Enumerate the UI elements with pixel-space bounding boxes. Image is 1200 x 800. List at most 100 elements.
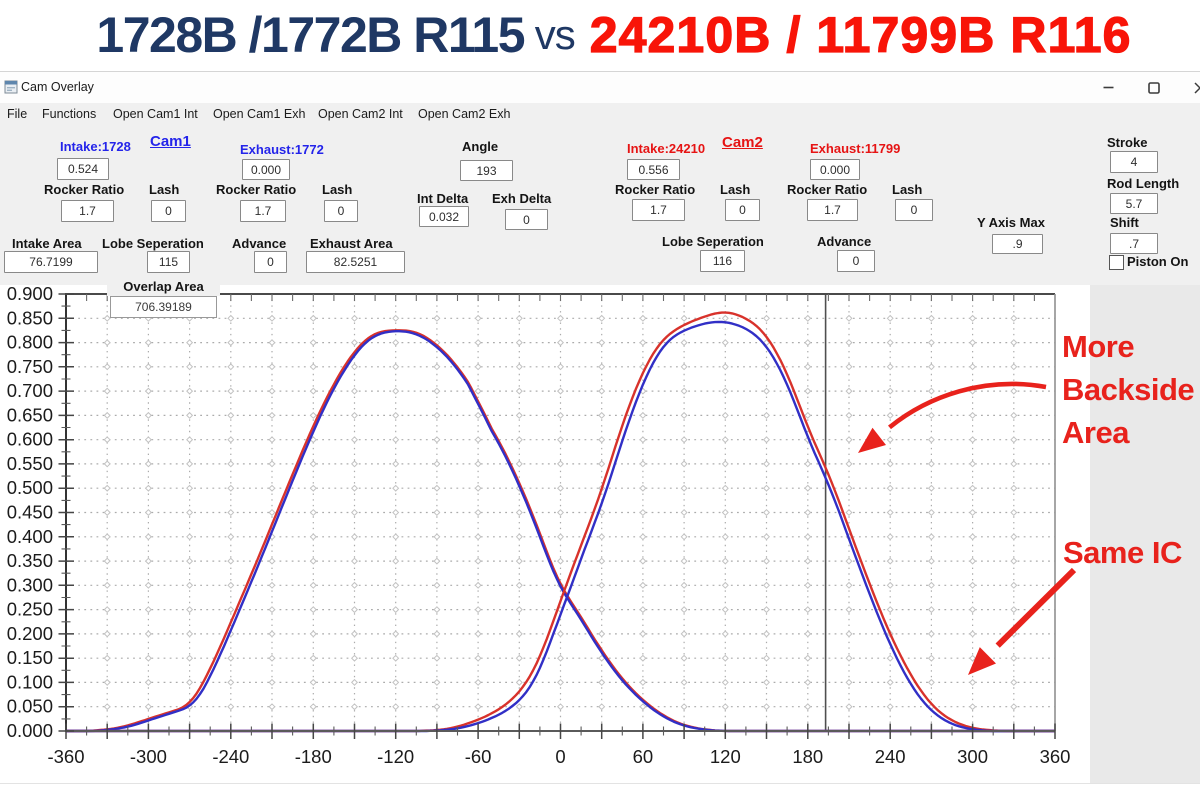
annotation-arrows <box>858 381 1077 675</box>
title-separator: vs <box>534 11 576 58</box>
label-lash-1: Lash <box>149 182 180 197</box>
y-tick-label: 0.500 <box>7 477 53 498</box>
x-tick-label: 60 <box>633 746 654 767</box>
field-cam1-exhaust-rocker[interactable]: 1.7 <box>240 200 286 222</box>
field-int-delta[interactable]: 0.032 <box>419 206 469 227</box>
label-exhaust-area: Exhaust Area <box>310 236 393 251</box>
field-cam1-exhaust-lash[interactable]: 0 <box>324 200 358 222</box>
same-ic-arrow-head <box>968 647 996 675</box>
field-advance-1[interactable]: 0 <box>254 251 287 273</box>
y-tick-label: 0.000 <box>7 720 53 741</box>
y-tick-label: 0.850 <box>7 307 53 328</box>
label-lobe-separation-2: Lobe Seperation <box>662 234 764 249</box>
field-cam2-intake-rocker[interactable]: 1.7 <box>632 199 685 221</box>
page-title: 1728B /1772B R115 vs 24210B / 11799B R11… <box>0 0 1200 70</box>
field-y-axis-max[interactable]: .9 <box>992 234 1043 254</box>
menu-item-open-cam1-int[interactable]: Open Cam1 Int <box>113 107 198 121</box>
annotation-line: More <box>1062 329 1135 364</box>
y-tick-label: 0.250 <box>7 599 53 620</box>
menu-item-open-cam2-int[interactable]: Open Cam2 Int <box>318 107 403 121</box>
y-tick-label: 0.150 <box>7 647 53 668</box>
x-tick-label: -120 <box>377 746 414 767</box>
y-tick-label: 0.550 <box>7 453 53 474</box>
field-cam1-intake-lift[interactable]: 0.524 <box>57 158 109 180</box>
field-lobe-separation-2[interactable]: 116 <box>700 250 745 272</box>
right-gray-panel <box>1090 285 1200 783</box>
field-cam1-exhaust-lift[interactable]: 0.000 <box>242 159 290 180</box>
label-advance-2: Advance <box>817 234 872 249</box>
field-advance-2[interactable]: 0 <box>837 250 875 272</box>
y-tick-label: 0.450 <box>7 502 53 523</box>
annotation-more-backside-area: More Backside Area <box>1062 325 1195 454</box>
y-tick-label: 0.350 <box>7 550 53 571</box>
minimize-button[interactable] <box>1091 72 1125 103</box>
field-stroke[interactable]: 4 <box>1110 151 1158 173</box>
maximize-button[interactable] <box>1137 72 1171 103</box>
annotation-line: Backside <box>1062 372 1195 407</box>
same-ic-arrow-line <box>995 567 1077 648</box>
annotation-line: Area <box>1062 415 1129 450</box>
field-angle[interactable]: 193 <box>460 160 513 181</box>
y-tick-label: 0.050 <box>7 696 53 717</box>
label-cam2-exhaust: Exhaust:11799 <box>810 141 901 156</box>
field-cam1-intake-rocker[interactable]: 1.7 <box>61 200 114 222</box>
label-angle: Angle <box>462 139 499 154</box>
window-titlebar: Cam Overlay <box>0 72 1200 103</box>
path-shape <box>1194 81 1200 94</box>
link-cam2[interactable]: Cam2 <box>722 134 763 151</box>
field-cam2-exhaust-rocker[interactable]: 1.7 <box>807 199 858 221</box>
field-cam2-exhaust-lash[interactable]: 0 <box>895 199 933 221</box>
label-exh-delta: Exh Delta <box>492 191 552 206</box>
label-rod-length: Rod Length <box>1107 176 1180 191</box>
label-lash-4: Lash <box>892 182 923 197</box>
overlap-area-label: Overlap Area <box>107 277 220 296</box>
y-tick-label: 0.100 <box>7 671 53 692</box>
menu-item-open-cam1-exh[interactable]: Open Cam1 Exh <box>213 107 306 121</box>
window-title: Cam Overlay <box>21 80 94 94</box>
y-tick-label: 0.750 <box>7 356 53 377</box>
field-lobe-separation-1[interactable]: 115 <box>147 251 190 273</box>
rect-shape <box>7 87 15 89</box>
close-icon <box>1194 81 1200 94</box>
close-button[interactable] <box>1183 72 1200 103</box>
label-lash-3: Lash <box>720 182 751 197</box>
overlap-area-value[interactable]: 706.39189 <box>110 296 217 318</box>
field-exh-delta[interactable]: 0 <box>505 209 548 230</box>
chart-curves <box>66 311 1055 733</box>
field-cam2-intake-lift[interactable]: 0.556 <box>627 159 680 180</box>
label-intake-area: Intake Area <box>12 236 82 251</box>
x-tick-label: -60 <box>465 746 492 767</box>
label-rocker-ratio-1: Rocker Ratio <box>44 182 125 197</box>
x-tick-label: -360 <box>47 746 84 767</box>
y-axis-labels: 0.900 0.850 0.800 0.750 0.700 0.650 0.600 0.550… <box>7 283 53 741</box>
menu-item-file[interactable]: File <box>7 107 28 121</box>
app-icon <box>4 80 18 94</box>
field-cam2-exhaust-lift[interactable]: 0.000 <box>810 159 860 180</box>
y-tick-label: 0.800 <box>7 332 53 353</box>
field-cam2-intake-lash[interactable]: 0 <box>725 199 760 221</box>
field-exhaust-area[interactable]: 82.5251 <box>306 251 405 273</box>
title-cam2-part: 24210B / 11799B R116 <box>589 6 1132 63</box>
label-shift: Shift <box>1110 215 1139 230</box>
menu-item-functions[interactable]: Functions <box>42 107 97 121</box>
field-rod-length[interactable]: 5.7 <box>1110 193 1158 214</box>
label-cam1-intake: Intake:1728 <box>60 139 131 154</box>
piston-on-checkbox[interactable] <box>1109 255 1124 270</box>
x-tick-label: 120 <box>710 746 741 767</box>
label-cam1-exhaust: Exhaust:1772 <box>240 142 324 157</box>
menu-item-open-cam2-exh[interactable]: Open Cam2 Exh <box>418 107 511 121</box>
x-tick-label: -240 <box>212 746 249 767</box>
y-tick-label: 0.200 <box>7 623 53 644</box>
y-tick-label: 0.900 <box>7 283 53 304</box>
label-y-axis-max: Y Axis Max <box>977 215 1045 230</box>
title-cam1-part: 1728B /1772B R115 <box>96 7 525 63</box>
y-tick-label: 0.400 <box>7 526 53 547</box>
x-tick-label: 360 <box>1040 746 1071 767</box>
field-cam1-intake-lash[interactable]: 0 <box>151 200 186 222</box>
field-intake-area[interactable]: 76.7199 <box>4 251 98 273</box>
link-cam1[interactable]: Cam1 <box>150 133 191 150</box>
y-tick-label: 0.300 <box>7 574 53 595</box>
x-tick-label: 180 <box>792 746 823 767</box>
field-shift[interactable]: .7 <box>1110 233 1158 254</box>
